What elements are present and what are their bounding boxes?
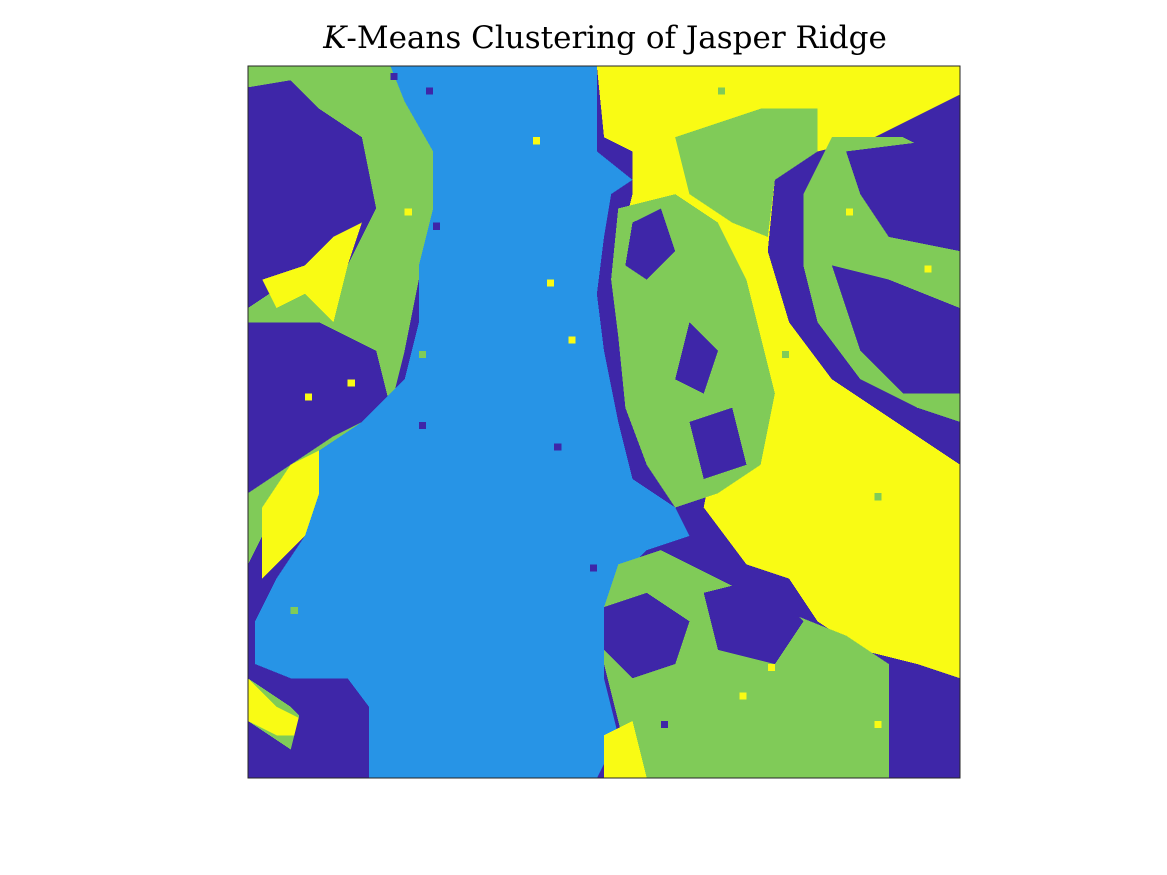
cluster-pixel-0 bbox=[390, 73, 398, 81]
cluster-pixel-9 bbox=[568, 336, 576, 344]
cluster-pixel-16 bbox=[782, 350, 790, 358]
cluster-pixel-10 bbox=[554, 443, 562, 451]
cluster-pixel-8 bbox=[547, 279, 555, 287]
plot-frame bbox=[247, 65, 961, 779]
cluster-pixel-4 bbox=[433, 222, 441, 230]
cluster-region-24 bbox=[888, 678, 960, 778]
cluster-region-18 bbox=[846, 137, 960, 252]
cluster-pixel-25 bbox=[304, 393, 313, 401]
cluster-region-9 bbox=[248, 721, 305, 778]
cluster-pixel-3 bbox=[404, 208, 412, 216]
cluster-pixel-11 bbox=[589, 564, 597, 572]
cluster-region-23 bbox=[604, 721, 647, 778]
cluster-region-14 bbox=[625, 208, 676, 280]
cluster-pixel-24 bbox=[660, 721, 669, 729]
cluster-pixel-1 bbox=[426, 87, 434, 95]
cluster-pixel-27 bbox=[290, 607, 298, 615]
cluster-region-12 bbox=[675, 108, 818, 237]
cluster-pixel-13 bbox=[717, 87, 726, 95]
cluster-region-21 bbox=[604, 592, 690, 679]
cluster-pixel-28 bbox=[262, 436, 270, 444]
cluster-region-10 bbox=[255, 66, 690, 778]
chart-title: K-Means Clustering of Jasper Ridge bbox=[322, 20, 887, 56]
cluster-pixel-20 bbox=[767, 664, 775, 672]
cluster-pixel-26 bbox=[347, 379, 355, 387]
cluster-pixel-15 bbox=[789, 265, 797, 273]
cluster-region-22 bbox=[703, 578, 804, 665]
cluster-pixel-2 bbox=[404, 122, 412, 131]
cluster-pixel-18 bbox=[924, 265, 932, 273]
cluster-region-20 bbox=[604, 550, 889, 778]
cluster-pixel-21 bbox=[874, 721, 882, 729]
cluster-region-16 bbox=[689, 407, 747, 479]
cluster-pixel-23 bbox=[739, 692, 747, 700]
cluster-region-15 bbox=[675, 322, 718, 394]
cluster-region-5 bbox=[262, 450, 334, 579]
cluster-pixel-6 bbox=[418, 422, 426, 430]
cluster-pixel-19 bbox=[874, 493, 882, 501]
cluster-pixel-5 bbox=[418, 350, 426, 358]
cluster-region-19 bbox=[831, 265, 960, 394]
cluster-pixel-14 bbox=[746, 151, 754, 159]
chart-title-variable: K bbox=[322, 20, 348, 56]
cluster-map bbox=[248, 66, 960, 778]
cluster-pixel-22 bbox=[675, 749, 683, 757]
cluster-pixel-12 bbox=[696, 73, 704, 81]
cluster-region-4 bbox=[262, 222, 362, 323]
cluster-pixel-17 bbox=[846, 208, 854, 216]
cluster-region-3 bbox=[248, 322, 391, 494]
cluster-pixel-7 bbox=[532, 137, 540, 145]
chart-title-text: -Means Clustering of Jasper Ridge bbox=[346, 20, 886, 56]
cluster-region-8 bbox=[290, 678, 370, 778]
